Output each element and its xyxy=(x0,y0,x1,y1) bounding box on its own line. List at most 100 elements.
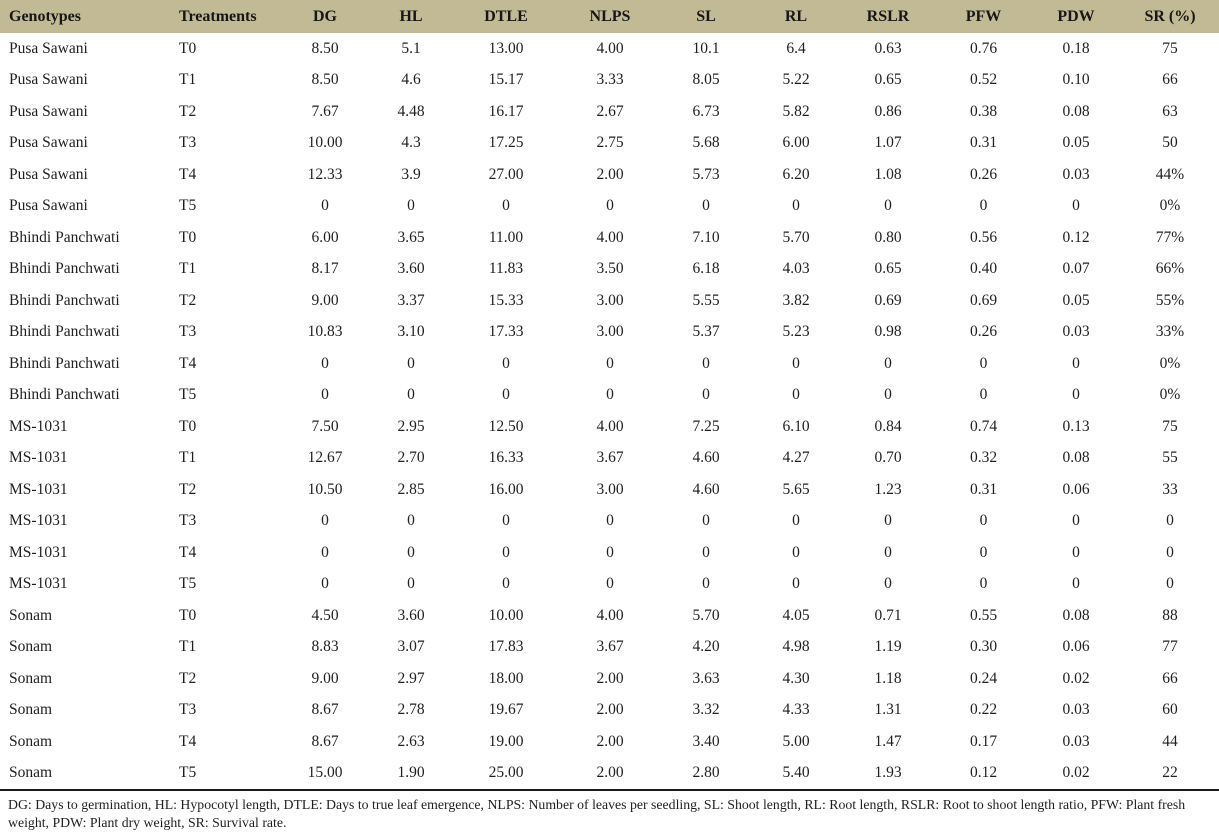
value-cell: 0 xyxy=(502,543,510,561)
genotype-cell: Sonam xyxy=(9,732,53,750)
value-cell: 0 xyxy=(407,543,415,561)
genotype-cell: MS-1031 xyxy=(9,449,68,467)
value-cell: 3.00 xyxy=(596,480,624,498)
value-cell: 0 xyxy=(502,512,510,530)
treatment-cell: T4 xyxy=(179,543,197,561)
value-cell: 0.03 xyxy=(1062,165,1090,183)
genotype-cell: Pusa Sawani xyxy=(9,39,88,57)
treatment-cell: T0 xyxy=(179,606,197,624)
value-cell: 2.70 xyxy=(397,449,425,467)
table-row: Sonam T4 8.67 2.63 19.00 2.00 3.40 5.00 1.47 0.17… xyxy=(0,726,1219,758)
value-cell: 2.00 xyxy=(596,732,624,750)
value-cell: 5.22 xyxy=(782,71,810,89)
value-cell: 10.50 xyxy=(307,480,343,498)
value-cell: 4.00 xyxy=(596,606,624,624)
value-cell: 7.67 xyxy=(311,102,339,120)
treatment-cell: T5 xyxy=(179,386,197,404)
genotype-cell: Sonam xyxy=(9,606,53,624)
table-row: Sonam T5 15.00 1.90 25.00 2.00 2.80 5.40 1.93 0.1… xyxy=(0,758,1219,791)
genotype-cell: Bhindi Panchwati xyxy=(9,323,120,341)
value-cell: 0 xyxy=(1072,575,1080,593)
treatment-cell: T5 xyxy=(179,197,197,215)
value-cell: 0 xyxy=(606,197,614,215)
value-cell: 13.00 xyxy=(488,39,524,57)
treatment-cell: T0 xyxy=(179,417,197,435)
value-cell: 0 xyxy=(792,197,800,215)
value-cell: 3.60 xyxy=(397,606,425,624)
value-cell: 2.00 xyxy=(596,669,624,687)
value-cell: 0 xyxy=(884,512,892,530)
value-cell: 1.19 xyxy=(874,638,902,656)
value-cell: 1.93 xyxy=(874,764,902,782)
value-cell: 0 xyxy=(884,575,892,593)
value-cell: 0 xyxy=(502,386,510,404)
value-cell: 0.18 xyxy=(1062,39,1090,57)
value-cell: 0 xyxy=(321,543,329,561)
treatment-cell: T0 xyxy=(179,39,197,57)
value-cell: 0.40 xyxy=(969,260,998,278)
genotype-cell: Sonam xyxy=(9,638,53,656)
treatment-cell: T4 xyxy=(179,354,197,372)
column-header-rl: RL xyxy=(752,0,840,33)
value-cell: 0 xyxy=(702,543,710,561)
treatment-cell: T1 xyxy=(179,260,197,278)
treatment-cell: T3 xyxy=(179,701,197,719)
value-cell: 2.00 xyxy=(596,701,624,719)
treatment-cell: T3 xyxy=(179,134,197,152)
value-cell: 17.33 xyxy=(488,323,524,341)
value-cell: 0.03 xyxy=(1062,732,1090,750)
value-cell: 3.50 xyxy=(596,260,624,278)
value-cell: 6.4 xyxy=(786,39,806,57)
value-cell: 0 xyxy=(606,575,614,593)
value-cell: 0.80 xyxy=(874,228,902,246)
value-cell: 4.00 xyxy=(596,417,624,435)
value-cell: 6.10 xyxy=(782,417,810,435)
table-row: Pusa Sawani T3 10.00 4.3 17.25 2.75 5.68 6.00 1.… xyxy=(0,128,1219,160)
genotype-cell: Bhindi Panchwati xyxy=(9,291,120,309)
value-cell: 0.02 xyxy=(1062,669,1090,687)
value-cell: 0 xyxy=(1072,543,1080,561)
treatment-cell: T2 xyxy=(179,291,197,309)
value-cell: 0.55 xyxy=(969,606,998,624)
value-cell: 3.00 xyxy=(596,291,624,309)
value-cell: 4.98 xyxy=(782,638,810,656)
value-cell: 4.50 xyxy=(311,606,339,624)
column-header-pfw: PFW xyxy=(936,0,1031,33)
value-cell: 8.67 xyxy=(311,701,339,719)
value-cell: 0 xyxy=(884,197,892,215)
value-cell: 0 xyxy=(979,197,988,215)
value-cell: 0 xyxy=(407,354,415,372)
column-header-treatments: Treatments xyxy=(170,0,280,33)
value-cell: 5.65 xyxy=(782,480,810,498)
value-cell: 0.06 xyxy=(1062,480,1090,498)
value-cell: 4.48 xyxy=(397,102,425,120)
value-cell: 16.33 xyxy=(488,449,524,467)
value-cell: 0.08 xyxy=(1062,449,1090,467)
value-cell: 8.50 xyxy=(311,39,339,57)
value-cell: 19.67 xyxy=(488,701,524,719)
value-cell: 0 xyxy=(502,197,510,215)
value-cell: 0 xyxy=(702,575,710,593)
value-cell: 0 xyxy=(407,386,415,404)
table-row: Sonam T3 8.67 2.78 19.67 2.00 3.32 4.33 1.31 0.22… xyxy=(0,695,1219,727)
value-cell: 0.22 xyxy=(969,701,998,719)
value-cell: 0 xyxy=(1166,543,1174,561)
value-cell: 4.20 xyxy=(692,638,720,656)
table-row: MS-1031 T5 0 0 0 0 0 0 0 0 0 0 xyxy=(0,569,1219,601)
value-cell: 9.00 xyxy=(311,291,339,309)
value-cell: 0.24 xyxy=(969,669,998,687)
value-cell: 17.25 xyxy=(488,134,524,152)
table-row: Sonam T2 9.00 2.97 18.00 2.00 3.63 4.30 1.18 0.24… xyxy=(0,663,1219,695)
genotype-cell: MS-1031 xyxy=(9,543,68,561)
table-row: MS-1031 T4 0 0 0 0 0 0 0 0 0 0 xyxy=(0,537,1219,569)
value-cell: 6.73 xyxy=(692,102,720,120)
value-cell: 0.98 xyxy=(874,323,902,341)
value-cell: 8.17 xyxy=(311,260,339,278)
value-cell: 55% xyxy=(1155,291,1185,309)
value-cell: 0 xyxy=(1166,512,1174,530)
value-cell: 5.70 xyxy=(692,606,720,624)
table-row: Pusa Sawani T5 0 0 0 0 0 0 0 0 0 0% xyxy=(0,191,1219,223)
value-cell: 5.68 xyxy=(692,134,720,152)
value-cell: 0 xyxy=(1166,575,1174,593)
value-cell: 63 xyxy=(1162,102,1178,120)
